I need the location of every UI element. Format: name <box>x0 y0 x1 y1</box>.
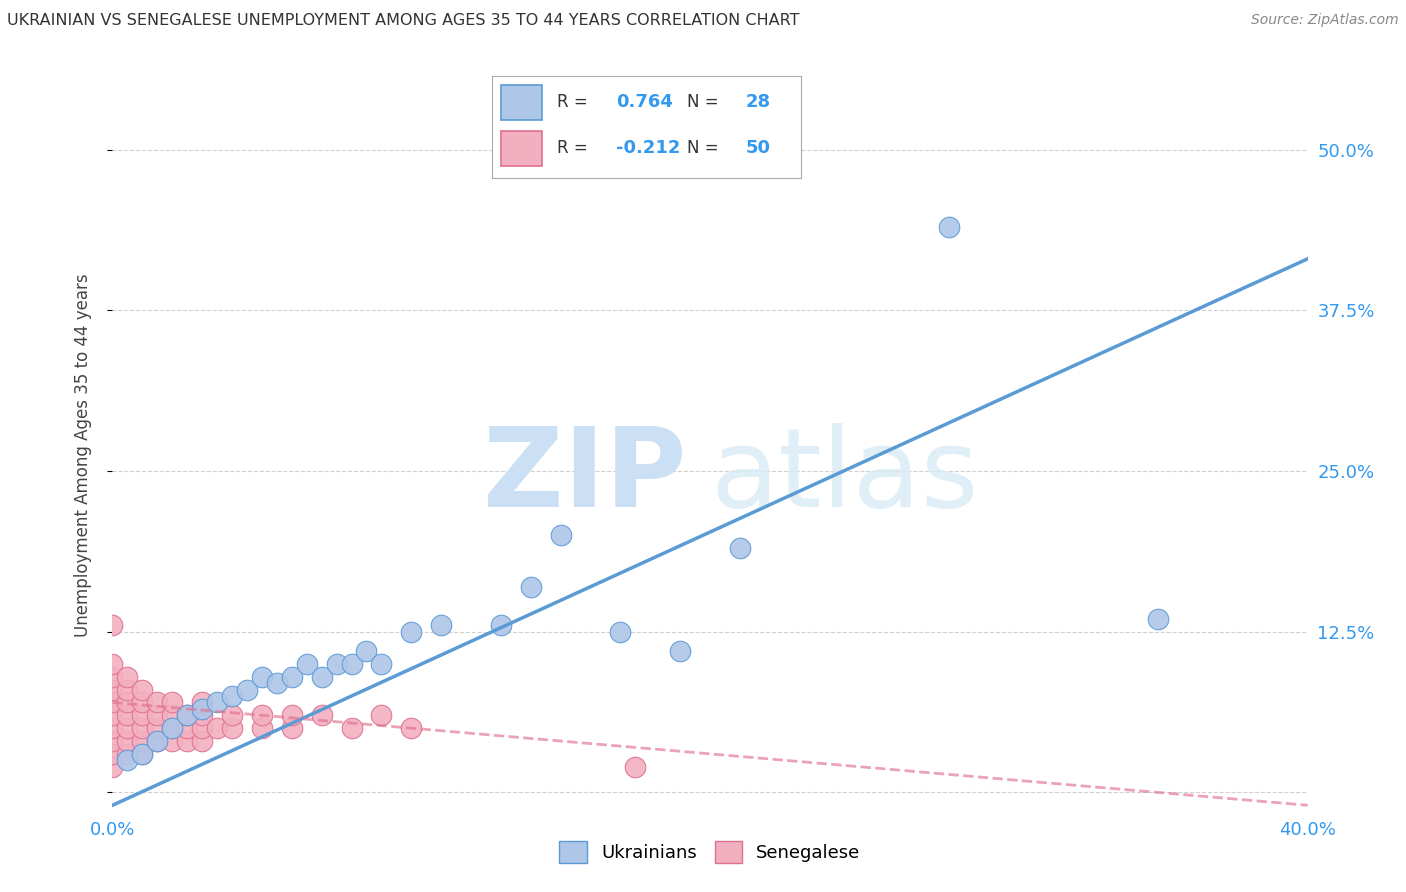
Point <box>311 670 333 684</box>
Point <box>101 618 124 632</box>
FancyBboxPatch shape <box>502 131 541 166</box>
Point <box>281 708 304 723</box>
Point <box>191 734 214 748</box>
Point <box>205 695 228 709</box>
Point <box>131 721 153 735</box>
Legend: Ukrainians, Senegalese: Ukrainians, Senegalese <box>553 834 868 871</box>
Point <box>117 747 139 761</box>
Text: N =: N = <box>688 93 724 111</box>
Point <box>146 734 169 748</box>
Point <box>162 734 183 748</box>
Point <box>728 541 751 556</box>
Point <box>101 721 124 735</box>
Point <box>101 734 124 748</box>
Point <box>101 760 124 774</box>
Point <box>1147 612 1170 626</box>
Point <box>401 624 423 639</box>
Point <box>401 721 423 735</box>
Point <box>191 708 214 723</box>
Point <box>250 721 273 735</box>
Point <box>356 644 378 658</box>
Point <box>340 721 363 735</box>
Point <box>669 644 692 658</box>
Text: N =: N = <box>688 139 724 157</box>
Point <box>340 657 363 671</box>
Point <box>176 708 198 723</box>
Point <box>325 657 347 671</box>
Point <box>131 734 153 748</box>
Point <box>221 708 243 723</box>
Point <box>221 721 243 735</box>
Point <box>281 670 304 684</box>
Point <box>191 695 214 709</box>
Point <box>266 676 288 690</box>
Point <box>205 721 228 735</box>
Point <box>311 708 333 723</box>
Point <box>146 695 169 709</box>
Point <box>250 708 273 723</box>
Point <box>117 670 139 684</box>
Point <box>101 695 124 709</box>
Point <box>146 734 169 748</box>
Point <box>146 708 169 723</box>
Point <box>176 721 198 735</box>
Point <box>117 708 139 723</box>
Text: 0.764: 0.764 <box>616 93 672 111</box>
Text: Source: ZipAtlas.com: Source: ZipAtlas.com <box>1251 13 1399 28</box>
Point <box>162 695 183 709</box>
Text: ZIP: ZIP <box>482 423 686 530</box>
Point <box>221 689 243 703</box>
Text: 50: 50 <box>745 139 770 157</box>
Point <box>131 747 153 761</box>
Point <box>117 695 139 709</box>
Text: 28: 28 <box>745 93 770 111</box>
Point <box>131 682 153 697</box>
Point <box>609 624 631 639</box>
Point <box>146 721 169 735</box>
Point <box>131 708 153 723</box>
Point <box>295 657 318 671</box>
Text: UKRAINIAN VS SENEGALESE UNEMPLOYMENT AMONG AGES 35 TO 44 YEARS CORRELATION CHART: UKRAINIAN VS SENEGALESE UNEMPLOYMENT AMO… <box>7 13 800 29</box>
Point <box>117 753 139 767</box>
Point <box>520 580 543 594</box>
Point <box>236 682 259 697</box>
Text: R =: R = <box>557 93 593 111</box>
Point <box>162 708 183 723</box>
Point <box>250 670 273 684</box>
Point <box>191 702 214 716</box>
Point <box>489 618 512 632</box>
Y-axis label: Unemployment Among Ages 35 to 44 years: Unemployment Among Ages 35 to 44 years <box>73 273 91 637</box>
Point <box>101 682 124 697</box>
Point <box>162 721 183 735</box>
Point <box>176 734 198 748</box>
Text: -0.212: -0.212 <box>616 139 681 157</box>
Point <box>131 695 153 709</box>
Point <box>117 721 139 735</box>
Point <box>176 708 198 723</box>
Point <box>624 760 647 774</box>
Point <box>370 657 392 671</box>
Point <box>101 670 124 684</box>
Text: atlas: atlas <box>710 423 979 530</box>
Text: R =: R = <box>557 139 593 157</box>
Point <box>430 618 453 632</box>
Point <box>281 721 304 735</box>
Point <box>162 721 183 735</box>
Point <box>101 747 124 761</box>
Point <box>101 657 124 671</box>
Point <box>117 682 139 697</box>
Point <box>370 708 392 723</box>
Point <box>101 708 124 723</box>
Point <box>938 219 960 234</box>
Point <box>550 528 572 542</box>
Point <box>191 721 214 735</box>
Point <box>131 747 153 761</box>
Point <box>117 734 139 748</box>
FancyBboxPatch shape <box>502 85 541 120</box>
